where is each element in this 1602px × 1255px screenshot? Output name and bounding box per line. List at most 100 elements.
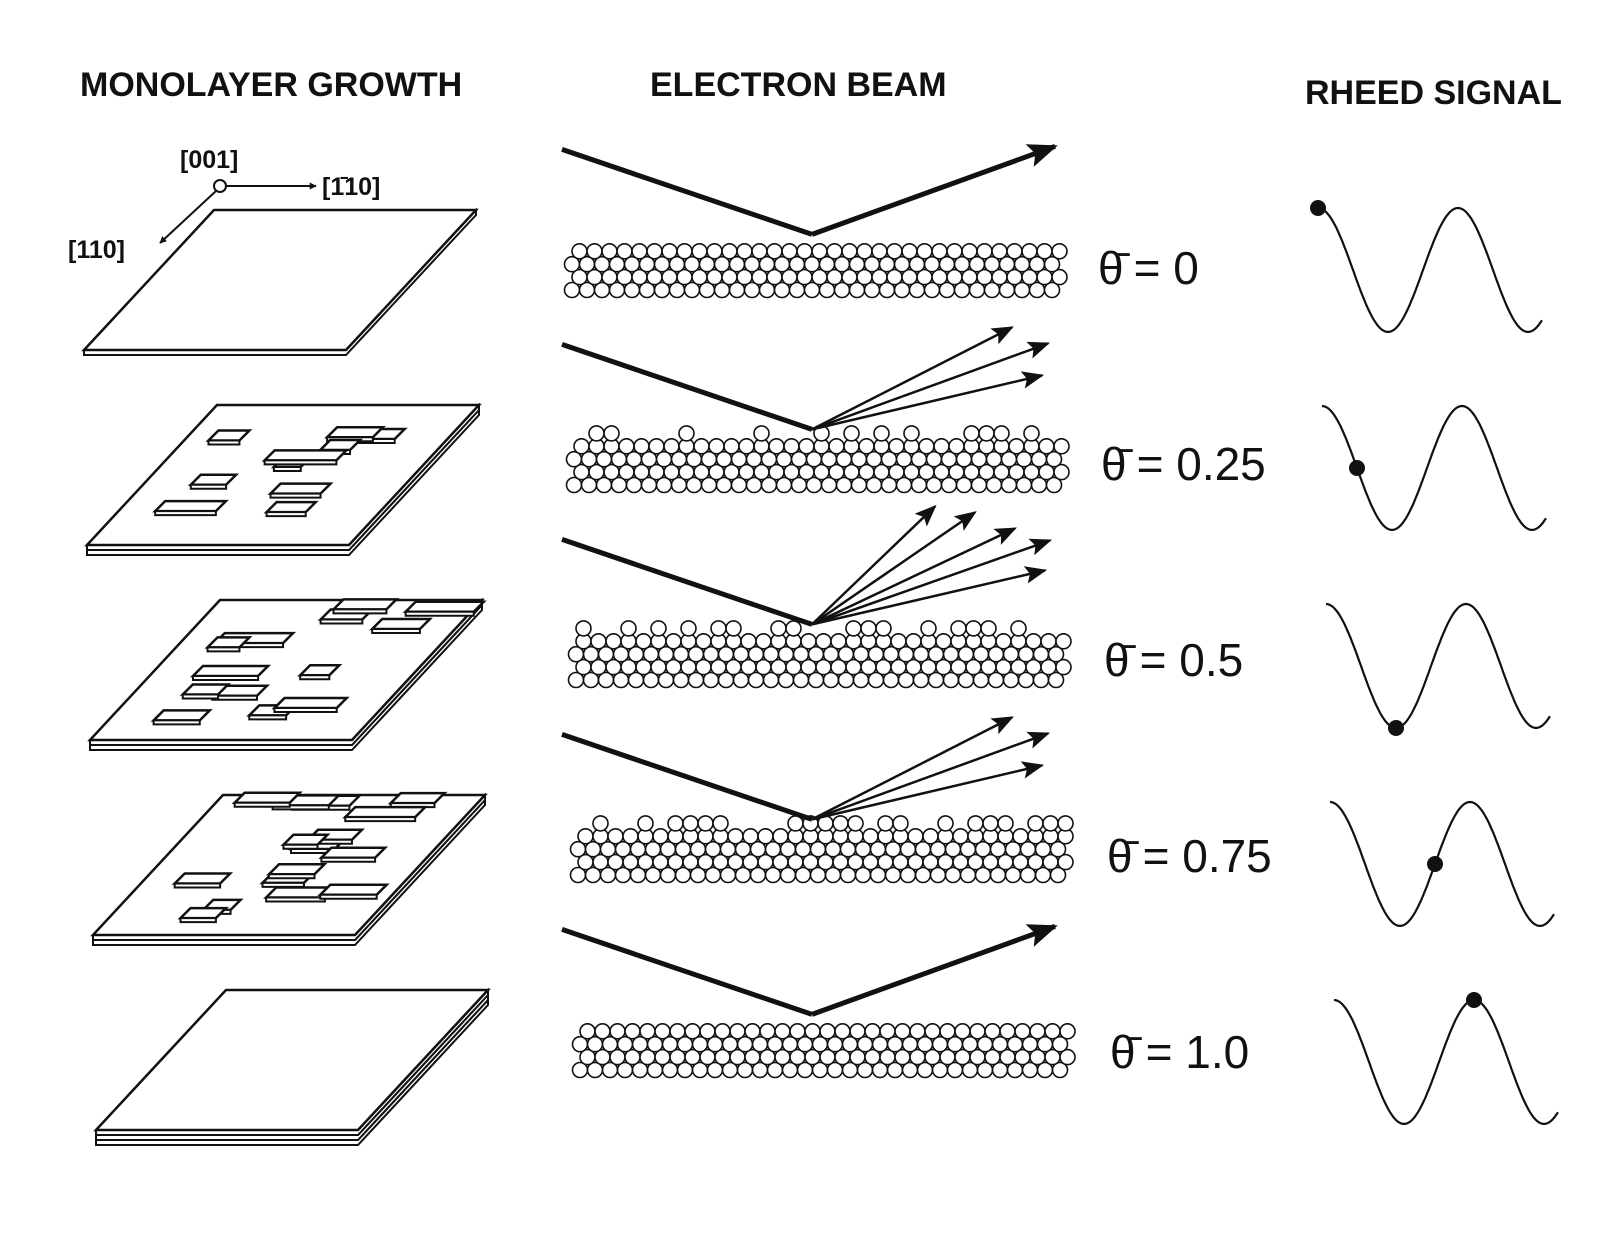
adatom <box>937 815 954 832</box>
atom <box>1025 632 1042 650</box>
atom <box>609 1023 626 1040</box>
atom <box>601 243 618 260</box>
atom <box>648 437 665 455</box>
monolayer-island-edge <box>332 608 388 615</box>
atom <box>616 243 633 260</box>
atom <box>1008 437 1025 455</box>
atom <box>1059 1048 1076 1066</box>
atom <box>1047 671 1065 689</box>
monolayer-island-edge <box>191 674 260 681</box>
atom <box>834 1023 851 1040</box>
adatom <box>845 620 862 637</box>
incident-beam <box>561 927 813 1017</box>
atom <box>862 827 879 845</box>
adatom <box>678 425 695 442</box>
adatom <box>592 815 609 832</box>
atom <box>695 632 712 650</box>
atom <box>665 632 682 650</box>
adatom <box>710 620 727 637</box>
adatom <box>1010 620 1027 637</box>
atom <box>757 827 774 845</box>
incident-beam <box>561 537 813 627</box>
monolayer-island-edge <box>282 843 319 850</box>
rheed-signal-marker <box>1427 856 1443 872</box>
rheed-intensity-curve <box>1317 206 1543 333</box>
atom <box>607 827 624 845</box>
atom <box>796 243 813 260</box>
atom <box>948 437 965 455</box>
atom <box>661 243 678 260</box>
scattered-beam <box>811 538 1053 626</box>
adatom <box>680 620 697 637</box>
atom <box>691 243 708 260</box>
atom <box>1006 243 1023 260</box>
atom <box>633 437 650 455</box>
monolayer-island-edge <box>320 856 377 863</box>
monolayer-island-edge <box>181 693 220 700</box>
atom <box>991 243 1008 260</box>
monolayer-island <box>330 598 400 611</box>
adatom <box>997 815 1014 832</box>
atom <box>676 243 693 260</box>
atom <box>1029 1023 1046 1040</box>
adatom <box>667 815 684 832</box>
adatom <box>620 620 637 637</box>
monolayer-island <box>189 664 272 678</box>
atom <box>684 1023 701 1040</box>
atom <box>622 827 639 845</box>
atom <box>1051 1035 1069 1053</box>
atom <box>804 1023 821 1040</box>
atom <box>905 632 922 650</box>
monolayer-island-edge <box>152 719 201 726</box>
monolayer-island <box>152 499 229 513</box>
adatom <box>1027 815 1044 832</box>
monolayer-island <box>150 709 213 722</box>
scattered-beam <box>811 566 1048 626</box>
atom <box>858 437 875 455</box>
adatom <box>982 815 999 832</box>
atom <box>888 437 905 455</box>
adatom <box>843 425 860 442</box>
atom <box>841 243 858 260</box>
crystal-axes: [001] [1̄10] [110] <box>68 146 380 264</box>
adatom <box>892 815 909 832</box>
monolayer-island-edge <box>404 610 475 617</box>
stage-row: θ̄ = 0 <box>81 144 1543 356</box>
monolayer-island-edge <box>273 707 338 714</box>
atom <box>995 632 1012 650</box>
atom <box>1021 243 1038 260</box>
axis-y-label: [110] <box>68 236 125 264</box>
coverage-label: θ̄ = 0.25 <box>1101 438 1266 490</box>
coverage-value: = 0.5 <box>1140 634 1244 686</box>
atom <box>1038 437 1055 455</box>
rheed-intensity-curve <box>1333 998 1559 1125</box>
atom <box>931 243 948 260</box>
atom <box>1045 450 1063 468</box>
atom <box>579 1023 596 1040</box>
atom <box>954 1023 971 1040</box>
atom <box>646 243 663 260</box>
atom <box>663 437 680 455</box>
coverage-symbol: θ̄ <box>1104 634 1137 686</box>
atom <box>1044 1023 1061 1040</box>
adatom <box>847 815 864 832</box>
atom <box>669 1023 686 1040</box>
rheed-intensity-curve <box>1329 800 1555 927</box>
atom <box>1043 281 1061 299</box>
atom <box>1055 632 1072 650</box>
atom <box>1055 658 1072 676</box>
atom <box>1049 840 1067 858</box>
atom <box>736 243 753 260</box>
adatom <box>832 815 849 832</box>
coverage-value: = 0.25 <box>1137 438 1266 490</box>
stages: θ̄ = 0θ̄ = 0.25θ̄ = 0.5θ̄ = 0.75θ̄ = 1.0 <box>81 144 1559 1146</box>
electron-beam-heading: ELECTRON BEAM <box>650 66 947 104</box>
adatom <box>965 620 982 637</box>
atom <box>819 1023 836 1040</box>
atom <box>706 243 723 260</box>
atom <box>727 827 744 845</box>
monolayer-island-edge <box>154 510 217 517</box>
incident-beam <box>561 732 813 822</box>
atom <box>586 243 603 260</box>
adatom <box>650 620 667 637</box>
